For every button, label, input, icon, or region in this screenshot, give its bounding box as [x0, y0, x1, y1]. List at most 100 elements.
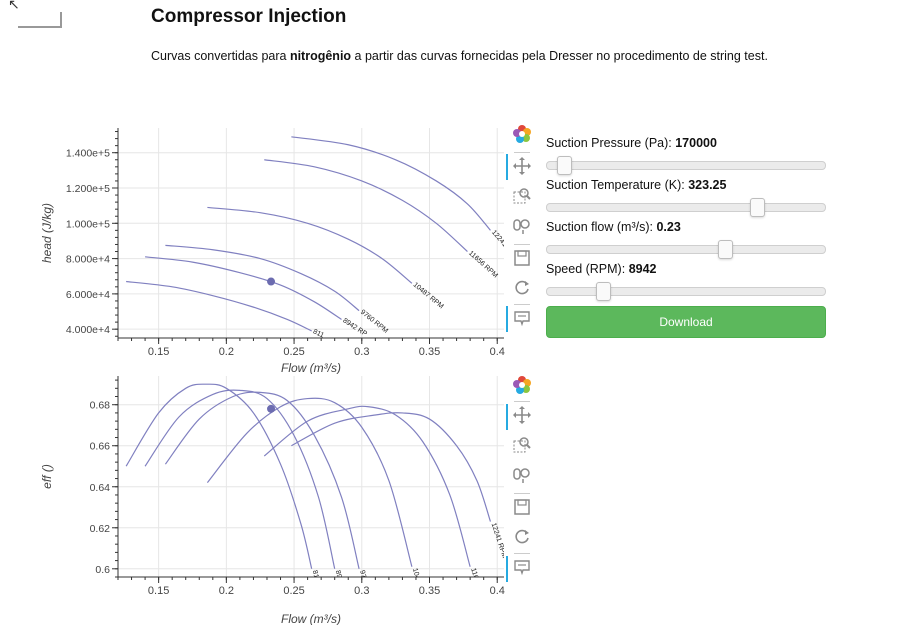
- head-series-label-8942-rpm: 8942 RP: [341, 317, 368, 338]
- suction-pressure-control: Suction Pressure (Pa): 170000: [546, 136, 828, 178]
- suction-pressure-slider-handle[interactable]: [556, 156, 572, 175]
- save-icon: [512, 497, 532, 522]
- eff-x-tick-label: 0.4: [490, 585, 505, 597]
- eff-y-tick-label: 0.66: [90, 441, 111, 453]
- head-operating-point: [267, 277, 276, 286]
- subtitle-bold-text: nitrogênio: [289, 49, 352, 63]
- head-series-8111-rpm: [126, 280, 312, 332]
- eff-series-label-11656-rpm: 11656 RPM: [469, 567, 486, 604]
- eff-x-tick-label: 0.3: [354, 585, 369, 597]
- bokeh-logo-icon: [512, 124, 532, 149]
- head-toolbar-wheel-zoom-button[interactable]: [510, 217, 534, 239]
- reset-icon: [512, 527, 532, 552]
- head-toolbar-pan-button[interactable]: [510, 156, 534, 181]
- speed-value: 8942: [628, 262, 657, 276]
- speed-slider-handle[interactable]: [595, 282, 611, 301]
- head-series-9760-rpm: [165, 244, 360, 312]
- head-toolbar-divider: [514, 244, 530, 245]
- head-y-tick-label: 1.400e+5: [66, 148, 110, 160]
- head-toolbar-save-button[interactable]: [510, 249, 534, 271]
- eff-series-label-8111-rpm: 811: [311, 570, 320, 583]
- suction-temperature-slider-handle[interactable]: [749, 198, 765, 217]
- subtitle-text-after: a partir das curvas fornecidas pela Dres…: [351, 49, 768, 63]
- eff-y-tick-label: 0.68: [90, 400, 111, 412]
- subtitle-text-before: Curvas convertidas para: [151, 49, 290, 63]
- eff-toolbar-divider: [514, 553, 530, 554]
- head-series-label-11656-rpm: 11656 RPM: [467, 250, 499, 280]
- suction-flow-value: 0.23: [656, 220, 681, 234]
- eff-x-axis-label: Flow (m³/s): [281, 612, 341, 625]
- suction-temperature-control: Suction Temperature (K): 323.25: [546, 178, 828, 220]
- controls-panel: Suction Pressure (Pa): 170000 Suction Te…: [546, 136, 828, 304]
- eff-series-11656-rpm: [263, 405, 471, 567]
- head-y-tick-label: 8.000e+4: [66, 254, 110, 266]
- speed-slider[interactable]: [546, 282, 826, 301]
- hover-icon: [512, 308, 532, 333]
- eff-toolbar-pan-button[interactable]: [510, 405, 534, 430]
- efficiency-flow-plot[interactable]: 811 89 9760 1048 11656 RPM 12241 RPM 0.15 0.2 0.…: [38, 372, 510, 626]
- head-series-10487-rpm: [207, 206, 413, 284]
- suction-temperature-slider[interactable]: [546, 198, 826, 217]
- head-y-tick-label: 4.000e+4: [66, 324, 110, 336]
- head-y-tick-label: 1.000e+5: [66, 218, 110, 230]
- eff-series-10487-rpm: [206, 397, 413, 567]
- eff-series-9760-rpm: [164, 391, 360, 569]
- page-title: Compressor Injection: [151, 6, 347, 27]
- eff-toolbar-active-indicator: [506, 404, 508, 430]
- head-toolbar-divider: [514, 304, 530, 305]
- head-toolbar-box-zoom-button[interactable]: [510, 187, 534, 209]
- box-zoom-icon: [512, 435, 532, 460]
- speed-control: Speed (RPM): 8942: [546, 262, 828, 304]
- eff-series-label-8942-rpm: 89: [334, 570, 343, 579]
- speed-label: Speed (RPM): 8942: [546, 262, 657, 276]
- eff-toolbar-wheel-zoom-button[interactable]: [510, 466, 534, 488]
- suction-temperature-value: 323.25: [688, 178, 727, 192]
- download-button[interactable]: Download: [546, 306, 826, 338]
- eff-toolbar-hover-button[interactable]: [510, 558, 534, 580]
- head-series-label-12241-rpm: 12241 RP: [490, 229, 510, 257]
- suction-flow-slider-handle[interactable]: [717, 240, 733, 259]
- head-flow-plot[interactable]: 811 8942 RP 9760 RPM 10487 RPM 11656 RPM 1224…: [38, 124, 510, 375]
- eff-toolbar-reset-button[interactable]: [510, 528, 534, 550]
- suction-flow-slider[interactable]: [546, 240, 826, 259]
- suction-temperature-label: Suction Temperature (K): 323.25: [546, 178, 727, 192]
- head-x-tick-label: 0.35: [419, 346, 440, 358]
- hover-icon: [512, 557, 532, 582]
- suction-flow-label: Suction flow (m³/s): 0.23: [546, 220, 681, 234]
- suction-pressure-value: 170000: [675, 136, 717, 150]
- pan-icon: [512, 405, 532, 430]
- save-icon: [512, 248, 532, 273]
- reset-icon: [512, 278, 532, 303]
- suction-flow-control: Suction flow (m³/s): 0.23: [546, 220, 828, 262]
- head-x-axis-label: Flow (m³/s): [281, 361, 341, 374]
- eff-toolbar-divider: [514, 401, 530, 402]
- eff-y-axis-label: eff (): [40, 464, 54, 489]
- head-toolbar-hover-button[interactable]: [510, 309, 534, 331]
- eff-operating-point: [267, 404, 276, 413]
- head-series-8942-rpm: [145, 256, 342, 320]
- eff-series-label-10487-rpm: 1048: [411, 567, 422, 584]
- head-toolbar-divider: [514, 152, 530, 153]
- eff-series-12241-rpm: [291, 412, 492, 522]
- pan-icon: [512, 156, 532, 181]
- head-toolbar-bokeh-logo-button[interactable]: [510, 124, 534, 149]
- head-x-tick-label: 0.25: [283, 346, 304, 358]
- eff-toolbar-bokeh-logo-button[interactable]: [510, 375, 534, 400]
- head-series-label-8111-rpm: 811: [312, 328, 325, 339]
- eff-y-tick-label: 0.62: [90, 523, 111, 535]
- eff-x-tick-label: 0.15: [148, 585, 169, 597]
- eff-y-tick-label: 0.6: [95, 564, 110, 576]
- wheel-zoom-icon: [512, 216, 532, 241]
- eff-toolbar-box-zoom-button[interactable]: [510, 436, 534, 458]
- collapsed-widget[interactable]: [18, 12, 62, 28]
- head-x-tick-label: 0.4: [490, 346, 505, 358]
- suction-pressure-slider[interactable]: [546, 156, 826, 175]
- bokeh-logo-icon: [512, 375, 532, 400]
- eff-series-8111-rpm: [125, 383, 313, 569]
- head-toolbar-reset-button[interactable]: [510, 279, 534, 301]
- eff-toolbar-save-button[interactable]: [510, 498, 534, 520]
